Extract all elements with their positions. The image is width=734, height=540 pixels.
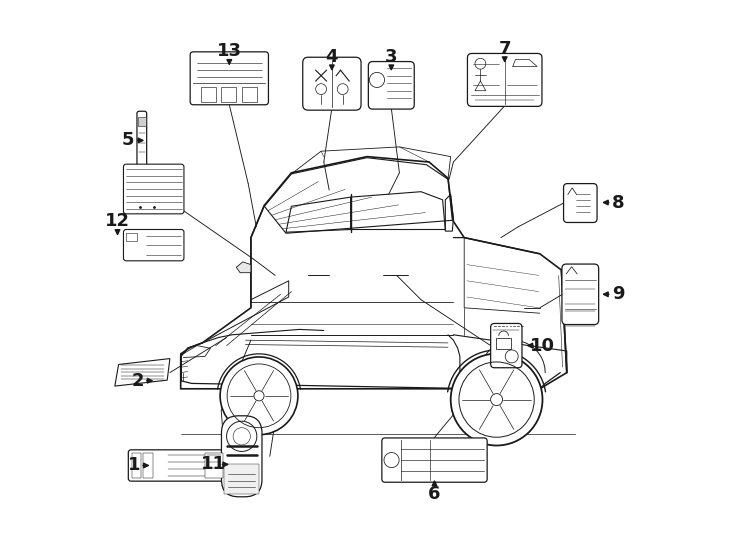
- FancyBboxPatch shape: [382, 438, 487, 482]
- FancyBboxPatch shape: [564, 184, 597, 222]
- FancyBboxPatch shape: [368, 62, 414, 109]
- Bar: [224, 464, 259, 494]
- Polygon shape: [236, 262, 251, 273]
- FancyBboxPatch shape: [562, 264, 599, 325]
- FancyBboxPatch shape: [302, 57, 361, 110]
- Text: 8: 8: [611, 193, 625, 212]
- Text: 6: 6: [428, 485, 440, 503]
- Text: 12: 12: [105, 212, 130, 231]
- Bar: [496, 338, 511, 349]
- FancyBboxPatch shape: [222, 416, 262, 497]
- Text: 7: 7: [498, 39, 511, 58]
- Polygon shape: [115, 359, 170, 386]
- Bar: [241, 87, 257, 102]
- Bar: [200, 87, 216, 102]
- Bar: [131, 453, 141, 478]
- Text: 2: 2: [131, 372, 144, 390]
- FancyBboxPatch shape: [138, 117, 145, 126]
- FancyBboxPatch shape: [128, 450, 225, 481]
- Bar: [221, 87, 236, 102]
- Bar: [143, 453, 153, 478]
- Circle shape: [451, 354, 542, 445]
- Text: 13: 13: [217, 42, 241, 60]
- Text: 11: 11: [200, 455, 225, 474]
- FancyBboxPatch shape: [137, 111, 147, 175]
- Circle shape: [490, 394, 503, 406]
- Polygon shape: [181, 157, 567, 389]
- FancyBboxPatch shape: [490, 323, 522, 368]
- Bar: [126, 233, 137, 241]
- FancyBboxPatch shape: [468, 53, 542, 106]
- Text: 5: 5: [122, 131, 134, 150]
- Text: 10: 10: [530, 336, 555, 355]
- Text: 4: 4: [326, 48, 338, 66]
- Circle shape: [220, 357, 298, 435]
- Text: 1: 1: [128, 456, 140, 475]
- Bar: [205, 453, 223, 478]
- FancyBboxPatch shape: [123, 164, 184, 214]
- FancyBboxPatch shape: [190, 52, 269, 105]
- Circle shape: [254, 391, 264, 401]
- FancyBboxPatch shape: [123, 230, 184, 261]
- Text: 3: 3: [385, 48, 398, 66]
- Text: 9: 9: [612, 285, 625, 303]
